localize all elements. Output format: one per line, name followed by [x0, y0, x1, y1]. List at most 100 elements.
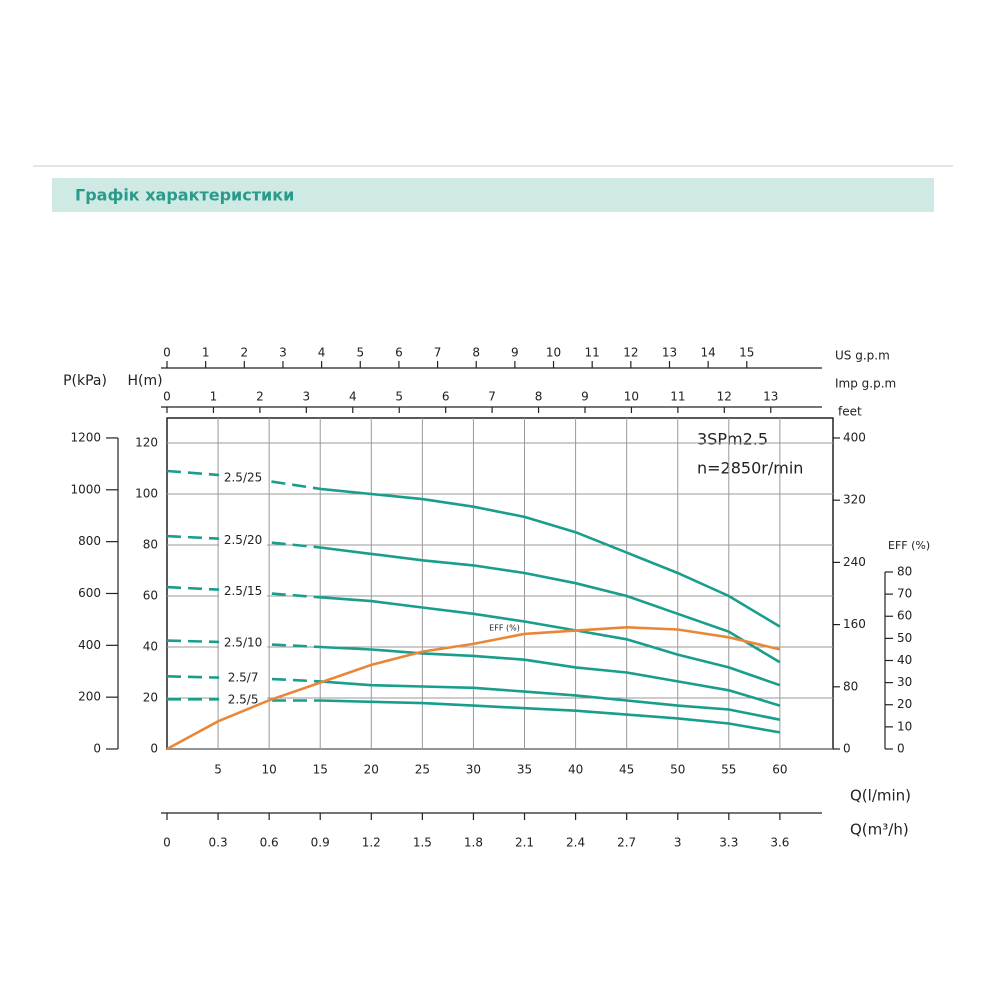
us-gpm-axis-title: US g.p.m [835, 349, 890, 363]
axis-tick-label: 6 [442, 390, 450, 404]
y-tick-label: 0 [150, 742, 158, 756]
x-tick-label: 5 [214, 763, 222, 777]
label-bg [219, 691, 268, 707]
axis-tick-label: 11 [585, 346, 600, 360]
axis-tick-label: 3 [279, 346, 287, 360]
feet-tick-label: 400 [843, 430, 866, 444]
axis-tick-label: 2 [240, 346, 248, 360]
model-annotation: 3SPm2.5 [697, 430, 768, 449]
axis-tick-label: 1 [210, 390, 218, 404]
axis-tick-label: 13 [662, 346, 677, 360]
x-tick-label: 45 [619, 763, 634, 777]
y-tick-label: 120 [135, 435, 158, 449]
axis-tick-label: 0.3 [209, 836, 228, 850]
pump-curve [320, 487, 781, 628]
axis-tick-label: 12 [623, 346, 638, 360]
axis-tick-label: 10 [546, 346, 561, 360]
y-tick-label: 100 [135, 486, 158, 500]
feet-axis-title: feet [838, 405, 862, 419]
axis-tick-label: 7 [434, 346, 442, 360]
x-tick-label: 55 [721, 763, 736, 777]
label-bg [219, 583, 268, 599]
feet-tick-label: 320 [843, 493, 866, 507]
header-title: Графік характеристики [75, 186, 294, 205]
feet-tick-label: 240 [843, 555, 866, 569]
pump-curve [320, 645, 781, 707]
axis-tick-label: 2.7 [617, 836, 636, 850]
x-tick-label: 50 [670, 763, 685, 777]
label-bg [219, 532, 268, 548]
axis-tick-label: 5 [395, 390, 403, 404]
axis-tick-label: 2 [256, 390, 264, 404]
eff-tick-label: 50 [897, 631, 912, 645]
eff-tick-label: 20 [897, 697, 912, 711]
pump-curve [320, 699, 781, 734]
axis-tick-label: 4 [318, 346, 326, 360]
pressure-tick-label: 600 [78, 586, 101, 600]
axis-tick-label: 6 [395, 346, 403, 360]
series-label: 2.5/25 [224, 471, 262, 485]
axis-tick-label: 13 [763, 390, 778, 404]
pressure-tick-label: 800 [78, 534, 101, 548]
axis-tick-label: 0 [163, 346, 171, 360]
feet-tick-label: 160 [843, 617, 866, 631]
series-label: 2.5/10 [224, 636, 262, 650]
eff-tick-label: 40 [897, 653, 912, 667]
axis-tick-label: 3 [674, 836, 682, 850]
eff-tick-label: 10 [897, 719, 912, 733]
axis-tick-label: 1.5 [413, 836, 432, 850]
axis-tick-label: 1.2 [362, 836, 381, 850]
imp-gpm-axis-title: Imp g.p.m [835, 377, 896, 391]
label-bg [219, 470, 268, 486]
axis-tick-label: 12 [717, 390, 732, 404]
pressure-tick-label: 1000 [70, 482, 101, 496]
label-bg [219, 635, 268, 651]
eff-tick-label: 80 [897, 564, 912, 578]
axis-tick-label: 5 [356, 346, 364, 360]
y-tick-label: 40 [143, 639, 158, 653]
axis-tick-label: 11 [670, 390, 685, 404]
y-tick-label: 20 [143, 690, 158, 704]
pump-curve [320, 680, 781, 721]
axis-tick-label: 8 [472, 346, 480, 360]
pressure-tick-label: 400 [78, 638, 101, 652]
pressure-tick-label: 0 [93, 742, 101, 756]
pressure-tick-label: 1200 [70, 430, 101, 444]
series-label: EFF (%) [489, 623, 520, 632]
axis-tick-label: 2.1 [515, 836, 534, 850]
label-bg [219, 670, 268, 686]
pump-curve [320, 596, 781, 687]
axis-tick-label: 3.3 [719, 836, 738, 850]
y-tick-label: 60 [143, 588, 158, 602]
series-label: 2.5/5 [228, 692, 259, 706]
feet-tick-label: 0 [843, 742, 851, 756]
axis-tick-label: 10 [624, 390, 639, 404]
x-tick-label: 60 [772, 763, 787, 777]
pump-curve [320, 546, 781, 664]
axis-tick-label: 8 [535, 390, 543, 404]
axis-tick-label: 0.9 [311, 836, 330, 850]
axis-tick-label: 0 [163, 836, 171, 850]
axis-tick-label: 9 [511, 346, 519, 360]
x-tick-label: 30 [466, 763, 481, 777]
x-tick-label: 20 [364, 763, 379, 777]
axis-tick-label: 2.4 [566, 836, 585, 850]
eff-curve [166, 625, 781, 751]
axis-tick-label: 9 [581, 390, 589, 404]
axis-tick-label: 3 [303, 390, 311, 404]
y-tick-label: 80 [143, 537, 158, 551]
series-label: 2.5/7 [228, 671, 259, 685]
x-tick-label: 35 [517, 763, 532, 777]
eff-tick-label: 0 [897, 742, 905, 756]
eff-axis-title: EFF (%) [888, 539, 930, 552]
m3h-axis-title: Q(m³/h) [850, 821, 909, 839]
series-label: 2.5/20 [224, 533, 262, 547]
x-tick-label: 10 [262, 763, 277, 777]
series-label: 2.5/15 [224, 584, 262, 598]
axis-tick-label: 15 [739, 346, 754, 360]
axis-tick-label: 14 [701, 346, 716, 360]
eff-tick-label: 60 [897, 609, 912, 623]
eff-tick-label: 30 [897, 675, 912, 689]
axis-tick-label: 7 [488, 390, 496, 404]
